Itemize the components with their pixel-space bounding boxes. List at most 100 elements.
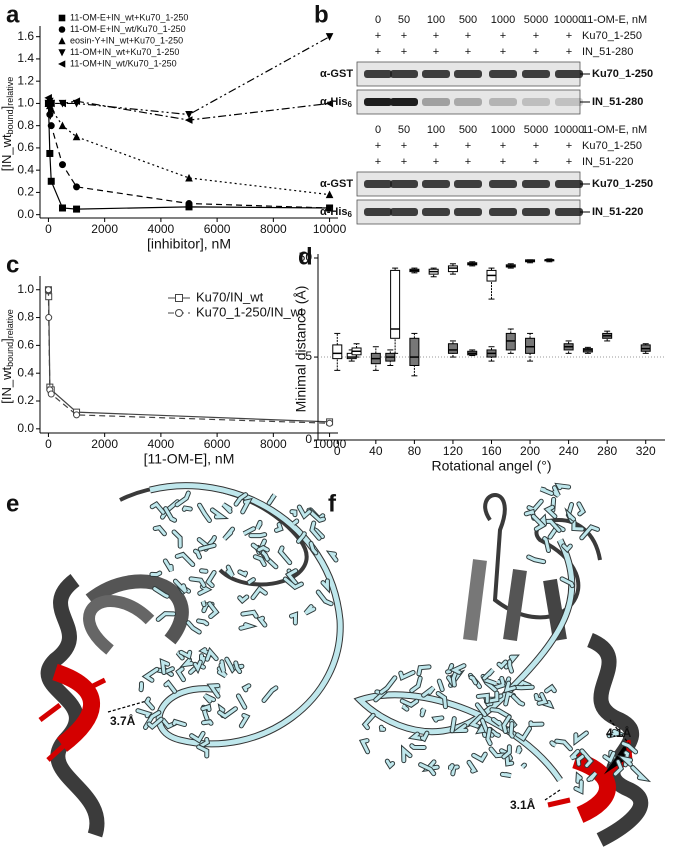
stick [175,552,195,567]
band [364,98,392,106]
stick [493,676,506,690]
y-tick-label: 0.8 [17,310,34,324]
stick [176,667,185,682]
y-tick-label: 0.2 [17,185,34,199]
y-axis-label-part: ] [0,106,14,110]
stick [203,694,216,703]
panel-label: e [6,490,19,517]
concentration: 10000 [554,124,585,136]
stick [150,571,162,577]
y-tick-label: 0.0 [17,421,34,435]
legend-label: 11-OM-E+IN_wt+Ku70_1-250 [70,12,188,22]
stick [417,665,431,676]
concentration: 10000 [554,14,585,26]
stick [234,493,248,506]
treatment-label: 11-OM-E, nM [582,14,647,26]
marker [58,26,66,33]
x-tick-label: 240 [559,444,579,458]
sign: + [566,140,572,152]
x-tick-label: 6000 [204,437,231,451]
stick [163,559,173,572]
stick [449,764,454,771]
band [364,208,392,216]
band [489,70,517,78]
stick [201,600,206,607]
concentration: 5000 [524,14,548,26]
sign: + [433,156,439,168]
legend-label: eosin-Y+IN_wt+Ku70_1-250 [70,35,183,45]
stick [619,756,632,766]
stick [379,725,386,731]
band-label: IN_51-220 [592,206,643,218]
x-tick-label: 160 [481,444,501,458]
sign: + [401,46,407,58]
sheet [85,574,189,645]
stick [236,694,247,709]
stick [574,731,588,744]
stick [451,664,466,674]
band [555,180,583,188]
stick [574,780,583,794]
stick [190,731,205,743]
y-tick-label: 0.4 [17,365,34,379]
stick [410,676,422,693]
stick [555,739,572,751]
marker [47,177,55,185]
stick [290,510,297,517]
stick [451,670,458,687]
stick [486,727,492,746]
marker [72,132,81,141]
stick [223,527,235,541]
row-label: IN_51-220 [582,156,633,168]
stick [552,486,560,497]
sign: + [401,140,407,152]
marker [58,161,66,169]
stick [469,714,483,728]
stick [156,612,176,621]
x-tick-label: 120 [443,444,463,458]
stick [241,610,258,618]
band [390,98,418,106]
y-tick-label: 0.8 [17,118,34,132]
stick [360,739,370,754]
marker [47,99,55,108]
stick [527,555,546,564]
stick [251,586,267,600]
sign: + [375,156,381,168]
x-tick-label: 80 [408,444,422,458]
stick [469,675,478,685]
sign: + [401,30,407,42]
marker [44,286,52,294]
concentration: 1000 [491,124,515,136]
x-tick-label: 280 [597,444,617,458]
sign: + [465,156,471,168]
antibody-label: α-GST [320,178,353,190]
stick [239,623,255,630]
band [489,180,517,188]
stick [363,713,375,730]
marker [58,99,66,108]
stick [234,661,242,674]
stick [420,708,426,717]
stick [379,676,397,694]
stick [531,514,545,531]
stick [297,532,306,543]
x-tick-label: 0 [334,444,341,458]
antibody-label: α-His6 [320,206,353,219]
antibody-label: α-His6 [320,96,353,109]
stick [238,570,248,577]
stick [182,506,192,511]
x-tick-label: 8000 [260,437,287,451]
stick [194,549,201,559]
band [555,208,583,216]
sign: + [500,140,506,152]
stick [505,755,514,766]
stick [502,715,511,733]
y-axis-label-sub: bound [5,342,15,367]
y-tick-label: 0 [305,432,312,446]
marker [58,121,67,130]
x-tick-label: 4000 [148,437,175,451]
x-tick-label: 0 [45,437,52,451]
marker [325,99,334,108]
stick [483,678,497,686]
